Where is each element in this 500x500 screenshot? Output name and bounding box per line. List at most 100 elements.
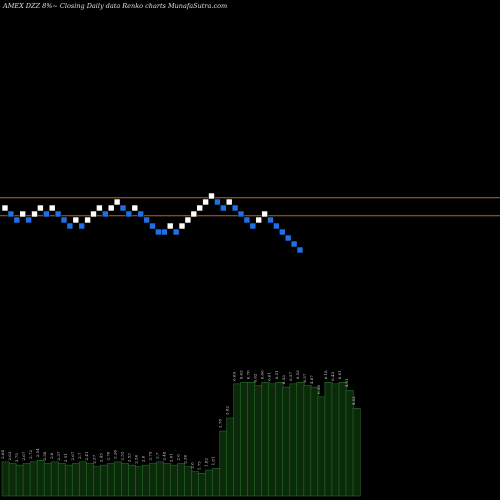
renko-brick-down [284, 234, 292, 242]
volume-value-label: 6.69 [232, 372, 237, 381]
volume-bar [177, 463, 186, 497]
renko-brick-up [261, 210, 268, 218]
renko-brick-up [90, 210, 97, 218]
renko-brick-down [237, 210, 245, 218]
volume-bar [114, 461, 122, 497]
volume-value-label: 2.48 [161, 451, 166, 460]
volume-value-label: 6.53 [281, 375, 286, 384]
volume-bar [310, 386, 319, 497]
volume-bar [149, 463, 157, 497]
renko-brick-up [113, 198, 121, 206]
renko-brick-up [48, 204, 56, 212]
volume-bar [71, 463, 80, 497]
volume-bar [15, 464, 24, 497]
renko-brick-down [220, 204, 227, 212]
volume-value-label: 3.62 [225, 406, 230, 415]
renko-brick-down [102, 210, 109, 218]
volume-bar [296, 382, 305, 497]
volume-value-label: 6.70 [246, 370, 251, 379]
renko-brick-up [19, 210, 27, 218]
volume-bar [100, 464, 108, 497]
volume-bar [85, 463, 94, 497]
volume-bar [184, 466, 193, 497]
volume-value-label: 6.62 [239, 370, 244, 379]
volume-bar [275, 382, 284, 497]
renko-brick-down [143, 216, 150, 224]
renko-brick-down [267, 216, 274, 224]
renko-brick-up [178, 222, 186, 230]
volume-bar [170, 464, 179, 497]
volume-value-label: 2.84 [0, 450, 5, 459]
volume-value-label: 4.82 [351, 396, 356, 405]
volume-value-label: 1.82 [204, 458, 209, 467]
volume-value-label: 6.66 [260, 370, 265, 379]
volume-bar [191, 471, 200, 497]
renko-brick-down [119, 204, 127, 212]
renko-brick-up [72, 216, 80, 224]
volume-bar [219, 430, 228, 497]
volume-value-label: 6.53 [295, 370, 300, 379]
volume-value-label: 6.43 [330, 372, 335, 381]
volume-value-label: 2.7 [154, 452, 159, 459]
volume-bar [1, 461, 10, 497]
renko-brick-down [161, 228, 168, 236]
volume-value-label: 1.81 [211, 456, 216, 465]
volume-bar [212, 468, 221, 497]
volume-value-label: 4.91 [344, 378, 349, 387]
volume-value-label: 4.87 [309, 375, 314, 384]
renko-brick-down [42, 210, 50, 218]
volume-value-label: 2.6 [140, 455, 145, 462]
renko-bricks [1, 192, 304, 254]
renko-brick-down [137, 210, 144, 218]
volume-value-label: 2.41 [84, 452, 89, 461]
renko-brick-down [60, 216, 68, 224]
volume-value-label: 2.58 [42, 451, 47, 460]
volume-value-label: 2.37 [91, 454, 96, 463]
renko-brick-up [184, 216, 192, 224]
renko-brick-down [296, 246, 304, 254]
volume-value-label: 2.78 [218, 419, 223, 428]
volume-value-label: 2.45 [98, 453, 103, 462]
renko-brick-up [255, 216, 262, 224]
renko-brick-up [37, 204, 44, 212]
renko-brick-down [172, 228, 180, 236]
volume-labels: 2.84 2.63 2.75 2.67 2.72 2.54 2.58 2.6 2.37 2.51 2… [0, 370, 356, 470]
renko-brick-down [25, 216, 32, 224]
renko-brick-down [7, 210, 15, 218]
volume-bar [121, 463, 129, 497]
volume-bar [135, 466, 143, 497]
renko-brick-down [231, 204, 239, 212]
volume-value-label: 2.53 [126, 453, 131, 462]
volume-bar [163, 463, 172, 497]
volume-value-label: 6.30 [316, 385, 321, 394]
volume-bar [156, 461, 165, 497]
volume-bar [226, 417, 235, 497]
volume-bar [205, 469, 214, 497]
volume-bar [50, 461, 59, 497]
volume-value-label: 2.56 [133, 454, 138, 463]
volume-bar [338, 382, 347, 497]
volume-bar [107, 463, 115, 497]
volume-bar [303, 385, 312, 497]
renko-brick-up [196, 204, 203, 212]
volume-value-label: 2.6 [175, 454, 180, 461]
renko-brick-down [273, 222, 280, 230]
volume-area [1, 382, 361, 497]
volume-value-label: 2.67 [21, 451, 26, 460]
volume-value-label: 2.51 [63, 453, 68, 462]
volume-bar [254, 385, 263, 497]
renko-brick-down [278, 228, 286, 236]
renko-brick-up [202, 198, 209, 206]
volume-value-label: 2.36 [112, 450, 117, 459]
volume-bar [247, 382, 256, 497]
volume-value-label: 2.52 [119, 451, 124, 460]
volume-bar [261, 382, 270, 497]
renko-brick-down [214, 198, 221, 206]
volume-value-label: 6.57 [288, 372, 293, 381]
volume-value-label: 2.79 [147, 451, 152, 460]
volume-value-label: 6.57 [302, 373, 307, 382]
renko-brick-down [249, 222, 257, 230]
volume-value-label: 2.7 [77, 452, 82, 459]
